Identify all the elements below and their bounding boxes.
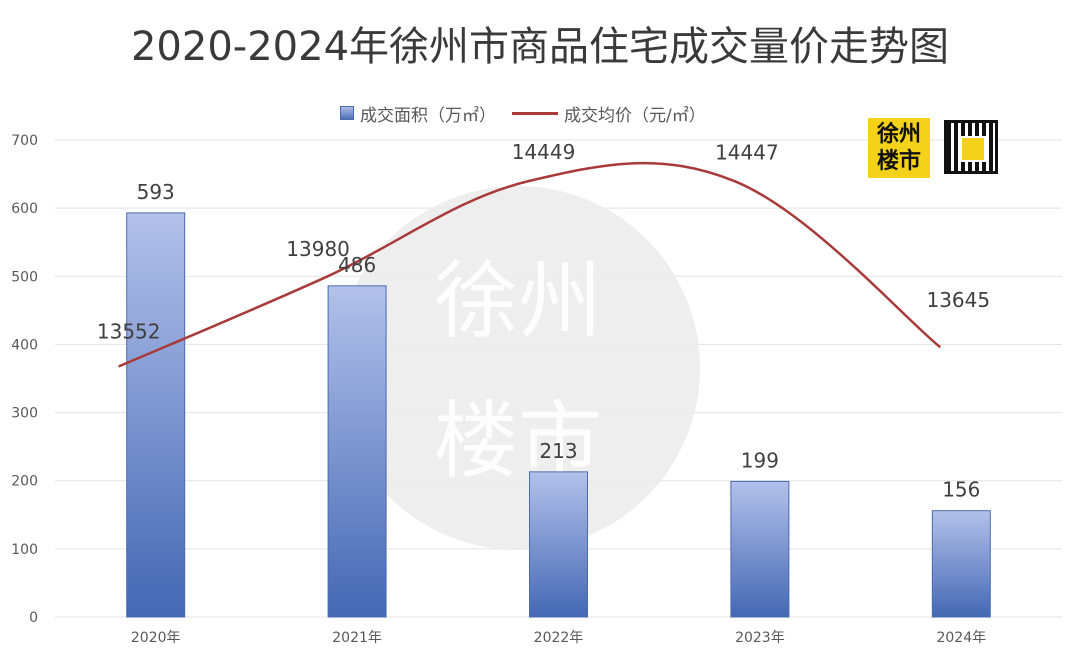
bar: [529, 471, 588, 618]
legend-line-swatch: [512, 111, 558, 115]
logo-text-2: 楼市: [876, 149, 921, 174]
bar: [126, 212, 186, 618]
logo: 徐州 楼市: [868, 118, 930, 178]
line-value-label: 14447: [715, 140, 779, 164]
y-tick-label: 400: [11, 337, 38, 353]
watermark: 徐州 楼市: [336, 186, 700, 550]
chart-title: 2020-2024年徐州市商品住宅成交量价走势图: [130, 24, 950, 70]
bar-value-label: 593: [137, 180, 175, 204]
bar-value-label: 213: [539, 439, 577, 463]
bar: [931, 510, 991, 618]
x-tick-label: 2022年: [534, 630, 584, 646]
data-labels: 593 486 213 199 156 13552 13980 14449 14447 13645: [97, 140, 990, 502]
line-value-label: 13552: [97, 319, 161, 343]
y-tick-label: 300: [11, 406, 38, 422]
y-tick-label: 100: [11, 542, 38, 558]
y-tick-label: 200: [11, 474, 38, 490]
legend: 成交面积（万㎡） 成交均价（元/㎡）: [340, 101, 706, 126]
line-series: [118, 161, 942, 368]
x-axis-ticks: 2020年 2021年 2022年 2023年 2024年: [131, 630, 986, 646]
y-tick-label: 0: [29, 610, 38, 626]
line-value-label: 13980: [286, 237, 350, 261]
legend-item-price: 成交均价（元/㎡）: [512, 101, 706, 126]
logo-text-1: 徐州: [876, 122, 921, 147]
x-tick-label: 2021年: [332, 630, 382, 646]
qr-logo-icon: [960, 136, 986, 162]
y-tick-label: 500: [11, 269, 38, 285]
legend-label-area: 成交面积（万㎡）: [360, 105, 496, 126]
legend-item-area: 成交面积（万㎡）: [340, 101, 496, 126]
x-tick-label: 2023年: [735, 630, 785, 646]
bar: [327, 285, 387, 618]
line-value-label: 14449: [512, 140, 576, 164]
bar-value-label: 486: [338, 253, 376, 277]
bar-value-label: 199: [741, 448, 779, 472]
legend-bar-swatch: [340, 106, 354, 120]
qr-code-icon: [944, 120, 998, 174]
bar: [730, 480, 790, 618]
x-tick-label: 2024年: [936, 630, 986, 646]
x-tick-label: 2020年: [131, 630, 181, 646]
legend-label-price: 成交均价（元/㎡）: [564, 105, 706, 126]
bar-series: [126, 212, 991, 618]
y-axis-ticks: 0 100 200 300 400 500 600 700: [11, 133, 38, 626]
line-value-label: 13645: [926, 288, 990, 312]
watermark-text-1: 徐州: [434, 252, 602, 350]
y-tick-label: 600: [11, 201, 38, 217]
price-line: [118, 161, 942, 368]
y-tick-label: 700: [11, 133, 38, 149]
bar-value-label: 156: [942, 478, 980, 502]
